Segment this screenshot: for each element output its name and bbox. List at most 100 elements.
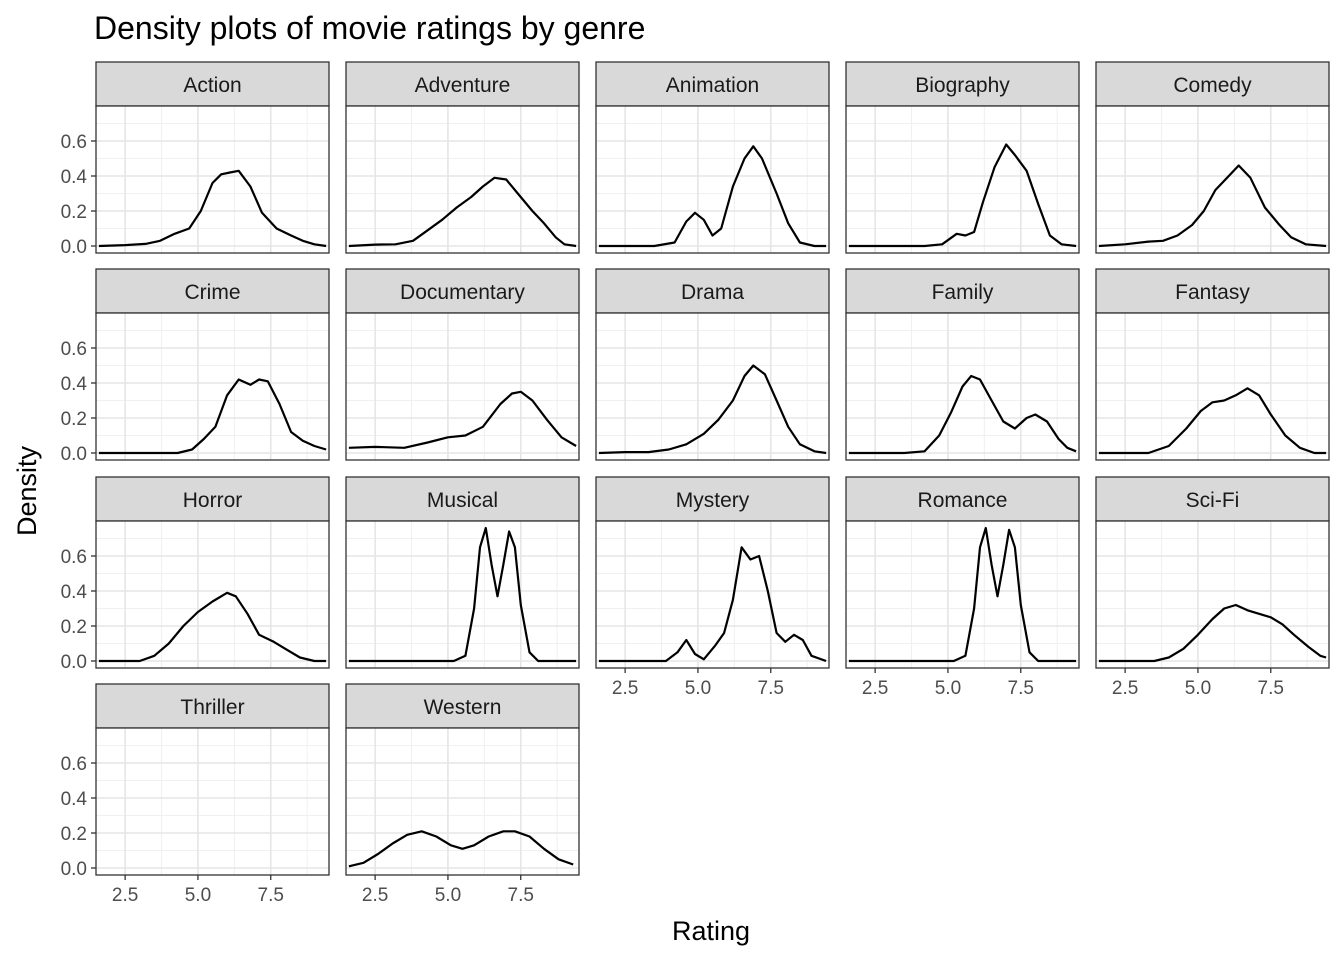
x-tick-label: 5.0 bbox=[935, 678, 961, 699]
density-line-romance bbox=[848, 526, 1077, 663]
density-line-comedy bbox=[1098, 164, 1327, 248]
panel-background bbox=[596, 313, 829, 460]
panel-mystery: Mystery 2.5 5.0 7.5 bbox=[595, 476, 830, 699]
facet-panels: Action 0.0 0.2 0.4 0.6 Adventure Animation Biog… bbox=[61, 61, 1330, 906]
x-tick-label: 5.0 bbox=[685, 678, 711, 699]
y-tick-label: 0.4 bbox=[61, 374, 88, 395]
density-line-documentary bbox=[348, 390, 577, 449]
x-tick-label: 5.0 bbox=[1185, 678, 1211, 699]
strip-label-horror: Horror bbox=[183, 489, 243, 512]
strip-family bbox=[845, 268, 1080, 314]
strip-label-animation: Animation bbox=[666, 74, 759, 97]
x-tick-label: 2.5 bbox=[112, 885, 138, 906]
strip-label-adventure: Adventure bbox=[415, 74, 511, 97]
panel-border bbox=[345, 312, 580, 461]
density-line-fantasy bbox=[1098, 387, 1327, 455]
x-tick-label: 2.5 bbox=[362, 885, 388, 906]
panel-western: Western 2.5 5.0 7.5 bbox=[345, 683, 580, 906]
strip-animation bbox=[595, 61, 830, 107]
x-axis-title: Rating bbox=[672, 916, 750, 946]
density-line-crime bbox=[98, 378, 327, 455]
y-tick-label: 0.2 bbox=[61, 202, 87, 223]
strip-western bbox=[345, 683, 580, 729]
strip-comedy bbox=[1095, 61, 1330, 107]
x-tick-label: 7.5 bbox=[758, 678, 784, 699]
panel-background bbox=[96, 106, 329, 253]
strip-action bbox=[95, 61, 330, 107]
panel-background bbox=[96, 313, 329, 460]
strip-mystery bbox=[595, 476, 830, 522]
panel-border bbox=[845, 520, 1080, 669]
density-line-mystery bbox=[598, 546, 827, 663]
panel-border bbox=[1095, 105, 1330, 254]
y-tick-label: 0.4 bbox=[61, 167, 88, 188]
strip-label-musical: Musical bbox=[427, 489, 498, 512]
strip-biography bbox=[845, 61, 1080, 107]
strip-label-action: Action bbox=[183, 74, 241, 97]
strip-label-drama: Drama bbox=[681, 281, 744, 304]
strip-label-family: Family bbox=[932, 281, 994, 304]
panel-border bbox=[1095, 520, 1330, 669]
y-tick-label: 0.4 bbox=[61, 582, 88, 603]
density-line-western bbox=[348, 830, 574, 868]
y-tick-label: 0.6 bbox=[61, 132, 87, 153]
strip-documentary bbox=[345, 268, 580, 314]
strip-label-sci-fi: Sci-Fi bbox=[1186, 489, 1240, 512]
y-tick-label: 0.0 bbox=[61, 859, 87, 880]
panel-background bbox=[596, 521, 829, 668]
panel-border bbox=[1095, 312, 1330, 461]
y-tick-label: 0.6 bbox=[61, 547, 87, 568]
panel-background bbox=[1096, 521, 1329, 668]
strip-label-fantasy: Fantasy bbox=[1175, 281, 1250, 304]
strip-label-western: Western bbox=[424, 696, 502, 719]
strip-label-crime: Crime bbox=[185, 281, 241, 304]
panel-border bbox=[595, 105, 830, 254]
density-line-musical bbox=[348, 526, 577, 663]
strip-romance bbox=[845, 476, 1080, 522]
panel-background bbox=[1096, 313, 1329, 460]
panel-sci-fi: Sci-Fi 2.5 5.0 7.5 bbox=[1095, 476, 1330, 699]
panel-thriller: Thriller 0.0 0.2 0.4 0.6 2.5 5.0 7.5 bbox=[61, 683, 330, 906]
panel-background bbox=[846, 521, 1079, 668]
x-tick-label: 5.0 bbox=[435, 885, 461, 906]
density-line-biography bbox=[848, 143, 1077, 248]
x-tick-label: 7.5 bbox=[508, 885, 534, 906]
panel-background bbox=[346, 521, 579, 668]
strip-horror bbox=[95, 476, 330, 522]
panel-background bbox=[1096, 106, 1329, 253]
y-axis-title: Density bbox=[12, 445, 42, 536]
strip-fantasy bbox=[1095, 268, 1330, 314]
density-line-animation bbox=[598, 145, 827, 248]
strip-label-romance: Romance bbox=[918, 489, 1008, 512]
panel-documentary: Documentary bbox=[345, 268, 580, 461]
x-tick-label: 2.5 bbox=[612, 678, 638, 699]
y-tick-label: 0.4 bbox=[61, 789, 88, 810]
strip-label-thriller: Thriller bbox=[180, 696, 244, 719]
panel-border bbox=[595, 520, 830, 669]
x-tick-label: 5.0 bbox=[185, 885, 211, 906]
panel-border bbox=[845, 312, 1080, 461]
panel-border bbox=[345, 105, 580, 254]
panel-border bbox=[345, 727, 580, 876]
panel-border bbox=[95, 520, 330, 669]
panel-background bbox=[846, 106, 1079, 253]
density-line-action bbox=[98, 169, 327, 248]
panel-musical: Musical bbox=[345, 476, 580, 669]
panel-romance: Romance 2.5 5.0 7.5 bbox=[845, 476, 1080, 699]
y-tick-label: 0.6 bbox=[61, 754, 87, 775]
panel-adventure: Adventure bbox=[345, 61, 580, 254]
panel-animation: Animation bbox=[595, 61, 830, 254]
y-tick-label: 0.2 bbox=[61, 824, 87, 845]
panel-border bbox=[845, 105, 1080, 254]
density-line-sci-fi bbox=[1098, 603, 1327, 663]
y-tick-label: 0.0 bbox=[61, 652, 87, 673]
panel-horror: Horror 0.0 0.2 0.4 0.6 bbox=[61, 476, 330, 673]
x-tick-label: 2.5 bbox=[1112, 678, 1138, 699]
y-tick-label: 0.6 bbox=[61, 339, 87, 360]
panel-border bbox=[95, 727, 330, 876]
y-tick-label: 0.2 bbox=[61, 617, 87, 638]
chart-title: Density plots of movie ratings by genre bbox=[94, 10, 645, 46]
panel-family: Family bbox=[845, 268, 1080, 461]
x-tick-label: 7.5 bbox=[1008, 678, 1034, 699]
